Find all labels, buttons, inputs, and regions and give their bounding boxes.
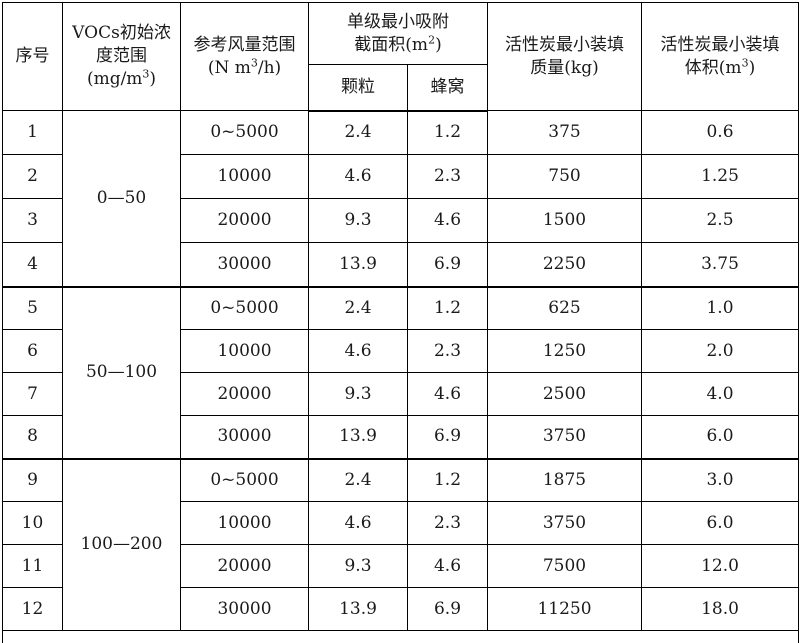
cell-volume: 2.5: [641, 198, 799, 243]
cell-volume: 3.0: [641, 458, 799, 502]
cell-volume: 12.0: [641, 544, 799, 588]
cell-granule: 9.3: [308, 544, 408, 588]
cell-granule: 4.6: [308, 154, 408, 199]
cell-airflow: 30000: [180, 587, 309, 631]
cell-granule: 2.4: [308, 286, 408, 330]
cell-seq: 4: [2, 242, 63, 288]
cell-concentration: 50—100: [62, 285, 181, 460]
header-airflow: 参考风量范围 (N m3/h): [180, 2, 309, 111]
header-honeycomb: 蜂窝: [407, 64, 488, 112]
cell-mass: 11250: [487, 587, 642, 631]
cell-granule: 13.9: [308, 415, 408, 460]
cell-granule: 13.9: [308, 587, 408, 631]
header-adsorption-area-line1: 单级最小吸附: [347, 11, 449, 32]
cell-concentration: 0—50: [62, 110, 181, 287]
cell-mass: 2500: [487, 372, 642, 416]
cell-honeycomb: 1.2: [407, 286, 488, 330]
cell-granule: 9.3: [308, 372, 408, 416]
cell-granule: 4.6: [308, 329, 408, 373]
cell-volume: 4.0: [641, 372, 799, 416]
header-granule: 颗粒: [308, 64, 408, 112]
cell-airflow: 20000: [180, 544, 309, 588]
header-concentration-line1: VOCs初始浓: [72, 23, 171, 44]
cell-seq: 3: [2, 198, 63, 243]
cell-seq: 10: [2, 501, 63, 545]
cell-airflow: 20000: [180, 198, 309, 243]
header-carbon-volume-line1: 活性炭最小装填: [660, 34, 780, 55]
header-airflow-unit: (N m3/h): [207, 55, 282, 78]
cell-granule: 9.3: [308, 198, 408, 243]
table-header: 序号 VOCs初始浓 度范围 (mg/m3) 参考风量范围 (N m3/h) 单…: [2, 2, 799, 112]
header-carbon-mass-line2: 质量(kg): [530, 57, 599, 78]
cell-mass: 750: [487, 154, 642, 199]
cell-airflow: 10000: [180, 501, 309, 545]
cell-seq: 7: [2, 372, 63, 416]
cell-seq: 2: [2, 154, 63, 199]
header-carbon-mass-line1: 活性炭最小装填: [505, 34, 624, 55]
cell-mass: 7500: [487, 544, 642, 588]
header-airflow-line1: 参考风量范围: [193, 34, 296, 55]
cell-honeycomb: 2.3: [407, 329, 488, 373]
cell-seq: 12: [2, 587, 63, 631]
cell-seq: 6: [2, 329, 63, 373]
cell-seq: 8: [2, 415, 63, 460]
cell-honeycomb: 4.6: [407, 198, 488, 243]
cell-concentration: 100—200: [62, 457, 181, 631]
cell-honeycomb: 4.6: [407, 372, 488, 416]
table-continuation: [2, 630, 799, 643]
cell-granule: 4.6: [308, 501, 408, 545]
cell-airflow: 30000: [180, 242, 309, 288]
cell-mass: 1250: [487, 329, 642, 373]
cell-volume: 0.6: [641, 110, 799, 155]
cell-volume: 18.0: [641, 587, 799, 631]
cell-mass: 1875: [487, 458, 642, 502]
cell-honeycomb: 2.3: [407, 501, 488, 545]
header-adsorption-area: 单级最小吸附 截面积(m2): [308, 2, 488, 65]
cell-granule: 2.4: [308, 110, 408, 155]
cell-volume: 1.0: [641, 286, 799, 330]
cell-granule: 13.9: [308, 242, 408, 288]
cell-airflow: 10000: [180, 329, 309, 373]
cell-honeycomb: 6.9: [407, 242, 488, 288]
cell-honeycomb: 6.9: [407, 415, 488, 460]
table-body: 1 0—50 0~5000 2.4 1.2 375 0.6 2 10000 4.…: [2, 110, 799, 643]
cell-mass: 1500: [487, 198, 642, 243]
cell-volume: 2.0: [641, 329, 799, 373]
cell-airflow: 0~5000: [180, 110, 309, 155]
cell-mass: 3750: [487, 501, 642, 545]
cell-granule: 2.4: [308, 458, 408, 502]
header-carbon-mass: 活性炭最小装填 质量(kg): [487, 2, 642, 111]
cell-airflow: 0~5000: [180, 286, 309, 330]
cell-honeycomb: 1.2: [407, 110, 488, 155]
cell-honeycomb: 2.3: [407, 154, 488, 199]
cell-seq: 1: [2, 110, 63, 155]
header-seq: 序号: [2, 2, 63, 111]
header-carbon-volume-line2: 体积(m3): [684, 55, 756, 78]
header-concentration-unit: (mg/m3): [86, 67, 157, 89]
header-concentration-line2: 度范围: [96, 46, 147, 67]
cell-volume: 3.75: [641, 242, 799, 288]
cell-airflow: 10000: [180, 154, 309, 199]
cell-mass: 375: [487, 110, 642, 155]
cell-volume: 1.25: [641, 154, 799, 199]
header-carbon-volume: 活性炭最小装填 体积(m3): [641, 2, 799, 111]
header-concentration: VOCs初始浓 度范围 (mg/m3): [62, 2, 181, 111]
cell-honeycomb: 6.9: [407, 587, 488, 631]
cell-seq: 9: [2, 458, 63, 502]
cell-airflow: 0~5000: [180, 458, 309, 502]
cell-volume: 6.0: [641, 501, 799, 545]
header-adsorption-area-line2: 截面积(m2): [354, 32, 442, 55]
cell-mass: 3750: [487, 415, 642, 460]
cell-honeycomb: 4.6: [407, 544, 488, 588]
cell-mass: 2250: [487, 242, 642, 288]
cell-volume: 6.0: [641, 415, 799, 460]
cell-airflow: 20000: [180, 372, 309, 416]
cell-airflow: 30000: [180, 415, 309, 460]
cell-seq: 11: [2, 544, 63, 588]
cell-mass: 625: [487, 286, 642, 330]
cell-honeycomb: 1.2: [407, 458, 488, 502]
cell-seq: 5: [2, 286, 63, 330]
